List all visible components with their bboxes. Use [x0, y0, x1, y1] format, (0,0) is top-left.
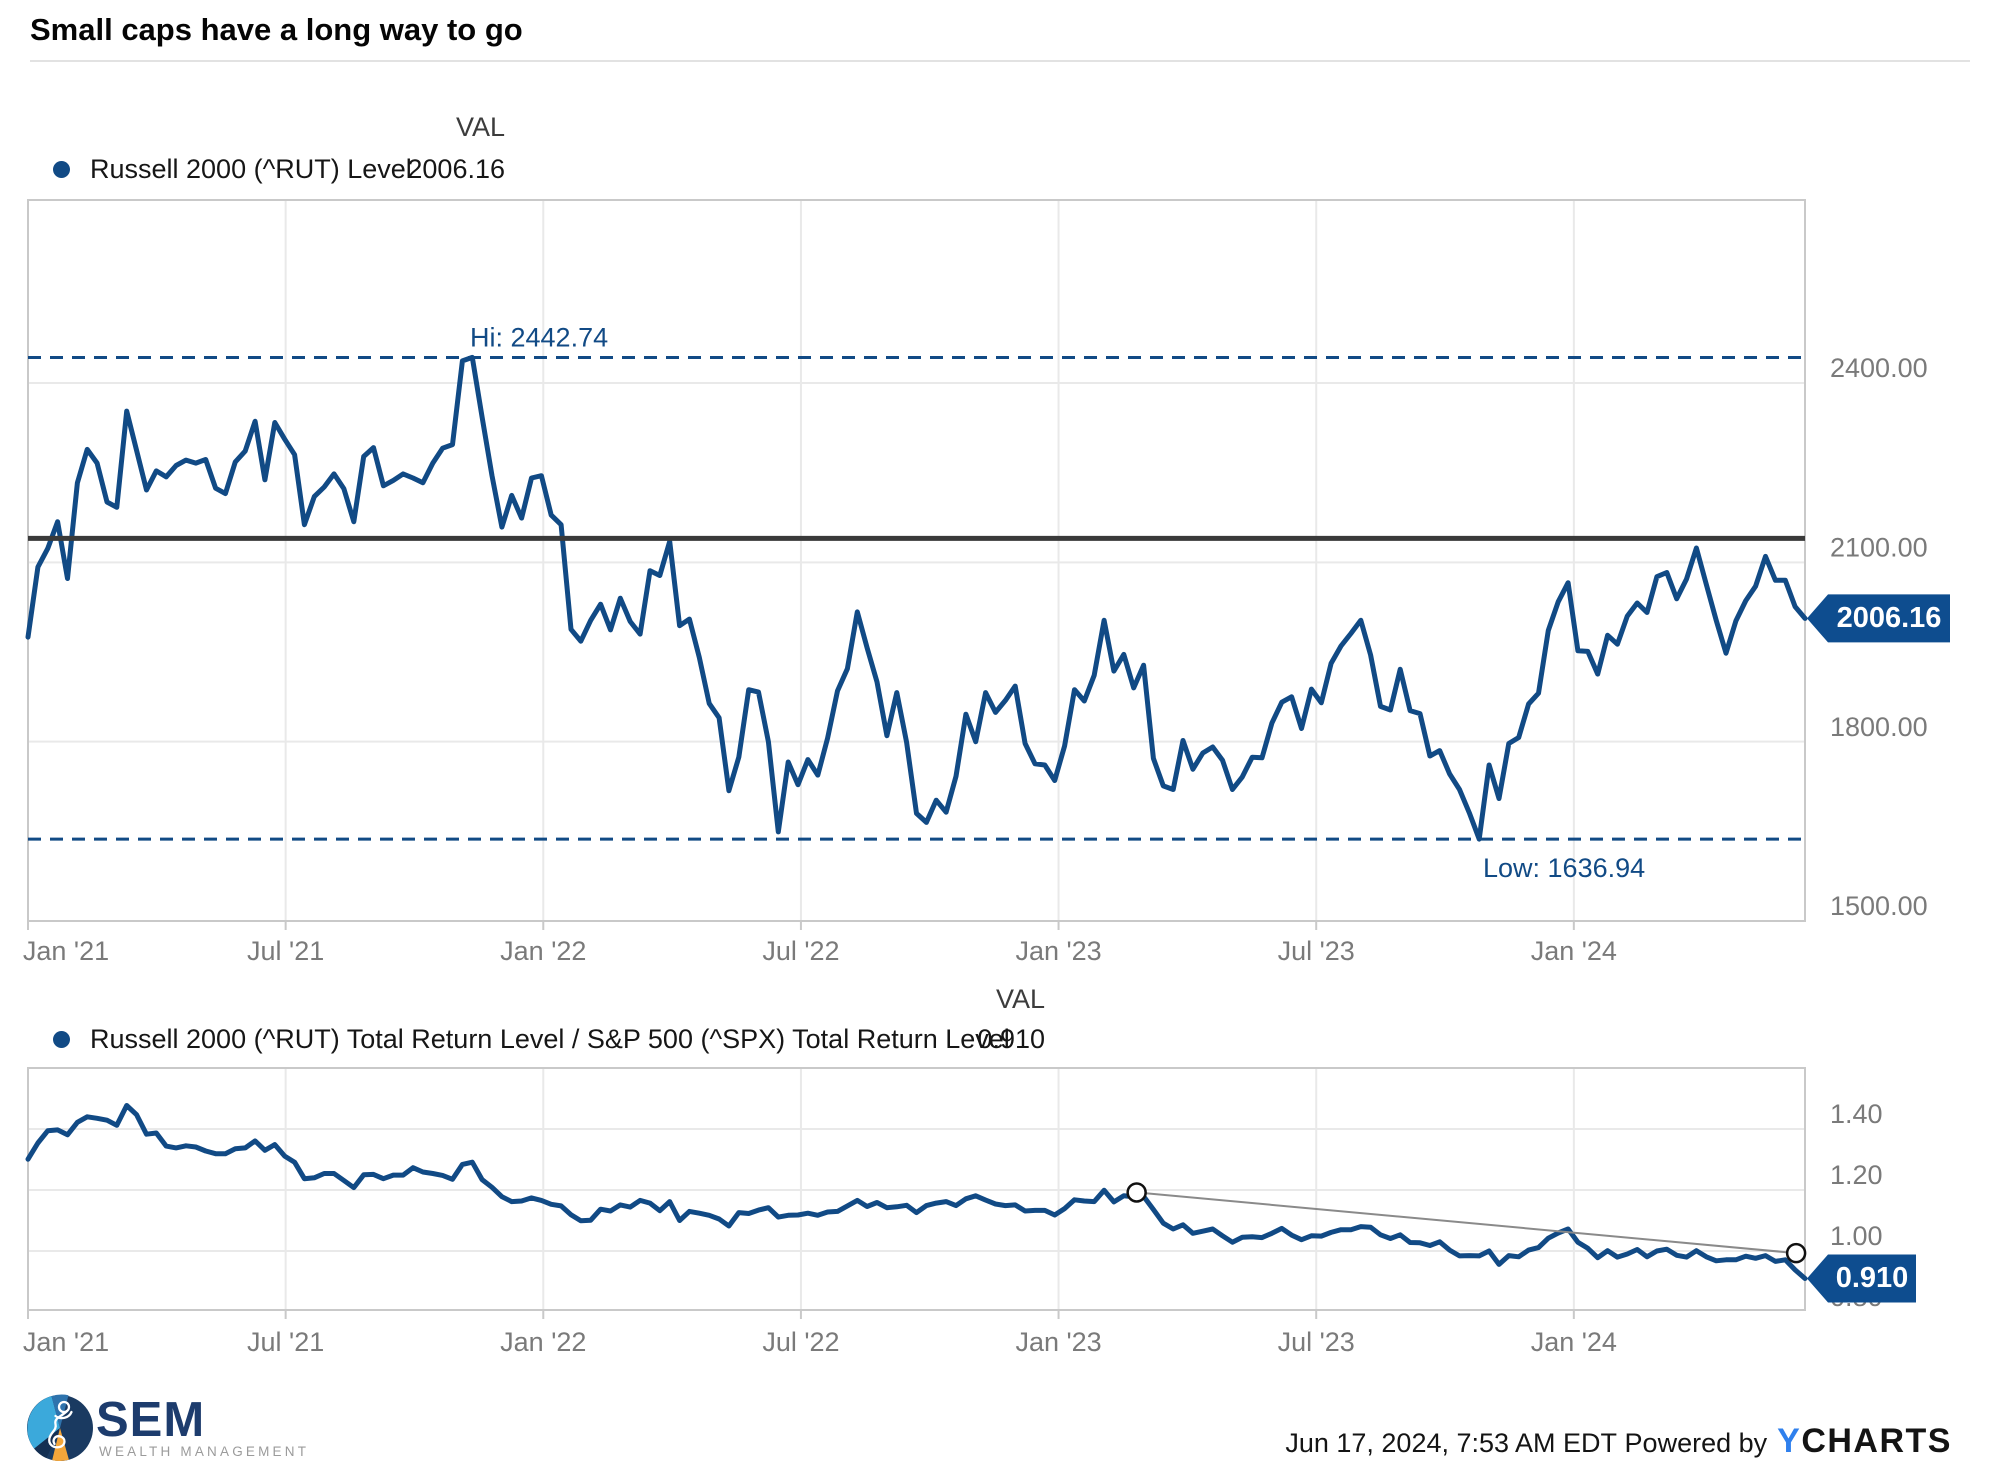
- page-title: Small caps have a long way to go: [30, 12, 523, 47]
- y-axis-label: 2400.00: [1830, 353, 1928, 383]
- x-axis-label: Jul '22: [762, 936, 839, 966]
- y-axis-label: 1.20: [1830, 1160, 1883, 1190]
- ycharts-logo: YCHARTS: [1777, 1422, 1952, 1461]
- legend-dot-icon: [53, 160, 70, 178]
- legend-label: Russell 2000 (^RUT) Total Return Level /…: [90, 1023, 1010, 1054]
- val-column-header-bottom: VAL: [995, 984, 1045, 1014]
- x-axis-label: Jul '23: [1278, 1327, 1355, 1357]
- x-axis-label: Jan '24: [1531, 1327, 1617, 1357]
- low-label: Low: 1636.94: [1483, 853, 1645, 883]
- sem-wordmark: SEM: [96, 1393, 206, 1447]
- x-axis-label: Jul '21: [247, 1327, 324, 1357]
- rut-spx-ratio-chart: Jan '21 Jul '21 Jan '22 Jul '22 Jan '23 Jul '…: [23, 1067, 1916, 1357]
- y-axis-label: 1.00: [1830, 1221, 1883, 1251]
- hi-label: Hi: 2442.74: [470, 322, 608, 352]
- annotation-handle: [1785, 1242, 1807, 1264]
- x-axis-label: Jan '23: [1015, 936, 1101, 966]
- value-badge-text: 2006.16: [1837, 602, 1942, 634]
- rut-level-chart: Jan '21 Jul '21 Jan '22 Jul '22 Jan '23 Jul '…: [23, 199, 1950, 966]
- x-axis-label: Jan '21: [23, 1327, 109, 1357]
- legend-rut-level: Russell 2000 (^RUT) Level: [53, 152, 412, 186]
- val-column-header-top: VAL: [455, 112, 505, 142]
- ycharts-y-glyph: Y: [1777, 1422, 1802, 1460]
- legend-label: Russell 2000 (^RUT) Level: [90, 153, 412, 184]
- y-axis-label: 2100.00: [1830, 532, 1928, 562]
- y-axis-label: 1.40: [1830, 1099, 1883, 1129]
- title-divider: [30, 60, 1970, 62]
- series-line: [25, 354, 1808, 842]
- footer-timestamp: Jun 17, 2024, 7:53 AM EDT: [1285, 1428, 1618, 1458]
- x-axis-label: Jan '23: [1015, 1327, 1101, 1357]
- legend-dot-icon: [53, 1030, 70, 1048]
- legend-rut-spx-ratio: Russell 2000 (^RUT) Total Return Level /…: [53, 1022, 1010, 1056]
- value-badge: [1807, 1254, 1916, 1303]
- x-axis-label: Jul '22: [762, 1327, 839, 1357]
- value-badge-text: 0.910: [1836, 1262, 1909, 1294]
- legend-value-bottom: 0.910: [977, 1024, 1045, 1054]
- plot-border: [27, 199, 1806, 922]
- ycharts-wordmark: CHARTS: [1801, 1422, 1952, 1460]
- y-axis-label: 1800.00: [1830, 712, 1928, 742]
- series-line: [25, 1103, 1808, 1281]
- legend-value-top: 2006.16: [407, 154, 505, 184]
- footer-attribution: Jun 17, 2024, 7:53 AM EDT Powered by YCH…: [1285, 1422, 1952, 1461]
- sem-subtitle: WEALTH MANAGEMENT: [99, 1444, 310, 1459]
- value-badge: [1807, 594, 1950, 643]
- x-axis-label: Jul '23: [1278, 936, 1355, 966]
- x-axis-label: Jan '24: [1531, 936, 1617, 966]
- annotation-handle: [1126, 1182, 1147, 1203]
- sem-logo: [27, 1394, 93, 1462]
- plot-border: [27, 1067, 1806, 1311]
- x-axis-label: Jan '22: [500, 1327, 586, 1357]
- x-axis-label: Jan '21: [23, 936, 109, 966]
- sem-logo-mark: [27, 1394, 93, 1462]
- y-axis-label: 1500.00: [1830, 891, 1928, 921]
- annotation-trendline: [1136, 1191, 1797, 1255]
- x-axis-label: Jan '22: [500, 936, 586, 966]
- x-axis-label: Jul '21: [247, 936, 324, 966]
- footer-powered-by: Powered by: [1617, 1428, 1768, 1458]
